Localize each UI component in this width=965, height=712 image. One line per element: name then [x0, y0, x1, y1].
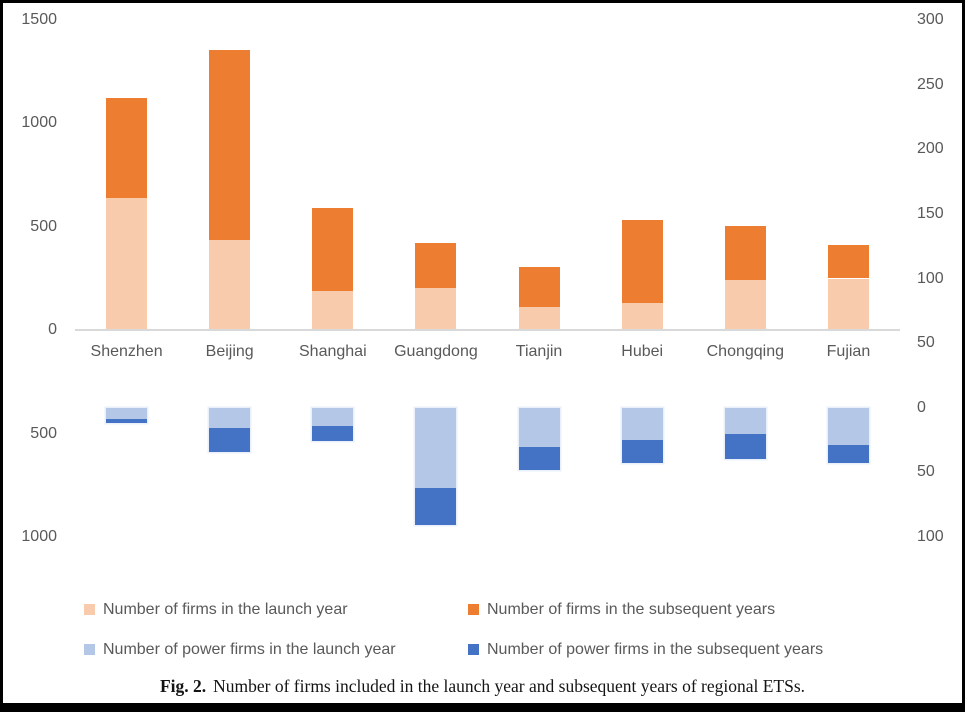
bar-shenzhen-power-launch	[106, 407, 148, 420]
bar-tianjin-power-launch	[518, 407, 560, 447]
legend-swatch-light-blue	[84, 644, 95, 655]
category-label-chongqing: Chongqing	[706, 343, 785, 361]
bar-shenzhen-firms-subsequent	[106, 97, 148, 198]
bar-fujian-power-subsequent	[827, 445, 869, 464]
bar-shanghai-firms-launch	[312, 290, 354, 331]
bar-guangdong-power-launch	[415, 407, 457, 488]
bar-chongqing-power-subsequent	[724, 433, 766, 460]
power-bar-hubei	[621, 407, 663, 464]
legend-label: Number of power firms in the subsequent …	[487, 641, 824, 658]
category-label-beijing: Beijing	[205, 343, 254, 361]
bar-beijing-firms-subsequent	[209, 49, 251, 241]
bar-guangdong-power-subsequent	[415, 487, 457, 526]
legend-label: Number of firms in the subsequent years	[487, 601, 776, 618]
bar-hubei-power-subsequent	[621, 440, 663, 464]
power-bar-tianjin	[518, 407, 560, 470]
power-bar-shenzhen	[106, 407, 148, 424]
category-label-shenzhen: Shenzhen	[90, 343, 163, 361]
category-label-fujian: Fujian	[826, 343, 871, 361]
right-axis-tick: 50	[917, 463, 935, 481]
bar-hubei-firms-subsequent	[621, 219, 663, 304]
bar-beijing-power-subsequent	[209, 428, 251, 452]
right-axis-tick: 100	[917, 269, 944, 287]
bar-chongqing-firms-subsequent	[724, 225, 766, 280]
legend-swatch-orange	[468, 604, 479, 615]
right-axis-tick: 0	[917, 398, 926, 416]
right-axis-tick: 250	[917, 75, 944, 93]
legend-item-power-launch: Number of power firms in the launch year	[84, 641, 396, 658]
legend-item-firms-launch: Number of firms in the launch year	[84, 601, 348, 618]
bar-shanghai-power-launch	[312, 407, 354, 426]
power-bar-guangdong	[415, 407, 457, 526]
right-axis-tick: 100	[917, 528, 944, 545]
bar-shanghai-firms-subsequent	[312, 208, 354, 291]
legend-swatch-light-orange	[84, 604, 95, 615]
left-axis-tick: 1000	[21, 114, 57, 132]
bar-beijing-firms-launch	[209, 240, 251, 331]
right-axis-tick: 300	[917, 11, 944, 28]
bar-fujian-firms-launch	[827, 278, 869, 331]
bar-guangdong-firms-launch	[415, 287, 457, 331]
bar-fujian-power-launch	[827, 407, 869, 446]
bar-beijing-power-launch	[209, 407, 251, 429]
bar-chongqing-power-launch	[724, 407, 766, 434]
bar-tianjin-firms-subsequent	[518, 267, 560, 308]
bar-shenzhen-firms-launch	[106, 197, 148, 331]
legend-item-power-subsequent: Number of power firms in the subsequent …	[468, 641, 823, 658]
power-bar-chongqing	[724, 407, 766, 460]
left-axis-tick: 1500	[21, 11, 57, 28]
right-axis-tick: 50	[917, 334, 935, 352]
bar-hubei-power-launch	[621, 407, 663, 441]
bar-chongqing-firms-launch	[724, 279, 766, 331]
left-axis-tick: 1000	[21, 528, 57, 545]
legend-swatch-blue	[468, 644, 479, 655]
power-bar-beijing	[209, 407, 251, 452]
bar-shanghai-power-subsequent	[312, 425, 354, 442]
bar-tianjin-firms-launch	[518, 307, 560, 331]
left-axis-tick: 500	[30, 424, 57, 442]
caption-text: Number of firms included in the launch y…	[213, 676, 806, 696]
legend-label: Number of firms in the launch year	[103, 601, 348, 618]
legend-label: Number of power firms in the launch year	[103, 641, 396, 658]
figure-caption: Fig. 2. Number of firms included in the l…	[0, 675, 965, 697]
power-bar-fujian	[827, 407, 869, 464]
stacked-bar-chart: 1500 1000 500 0 500 1000 300 250 200 150 100 50 0 50…	[21, 11, 944, 545]
category-label-shanghai: Shanghai	[299, 343, 367, 361]
category-label-tianjin: Tianjin	[515, 343, 563, 361]
right-axis-tick: 200	[917, 140, 944, 158]
category-label-hubei: Hubei	[621, 343, 664, 361]
left-axis-tick: 500	[30, 217, 57, 235]
bar-shenzhen-power-subsequent	[106, 419, 148, 424]
left-axis-tick: 0	[48, 321, 57, 339]
bar-tianjin-power-subsequent	[518, 446, 560, 470]
bar-hubei-firms-launch	[621, 303, 663, 331]
bar-guangdong-firms-subsequent	[415, 243, 457, 288]
legend-item-firms-subsequent: Number of firms in the subsequent years	[468, 601, 775, 618]
bar-fujian-firms-subsequent	[827, 245, 869, 279]
caption-label: Fig. 2.	[159, 676, 207, 696]
x-axis-line	[75, 329, 900, 332]
category-label-guangdong: Guangdong	[394, 343, 478, 361]
right-axis-tick: 150	[917, 204, 944, 222]
power-bar-shanghai	[312, 407, 354, 442]
